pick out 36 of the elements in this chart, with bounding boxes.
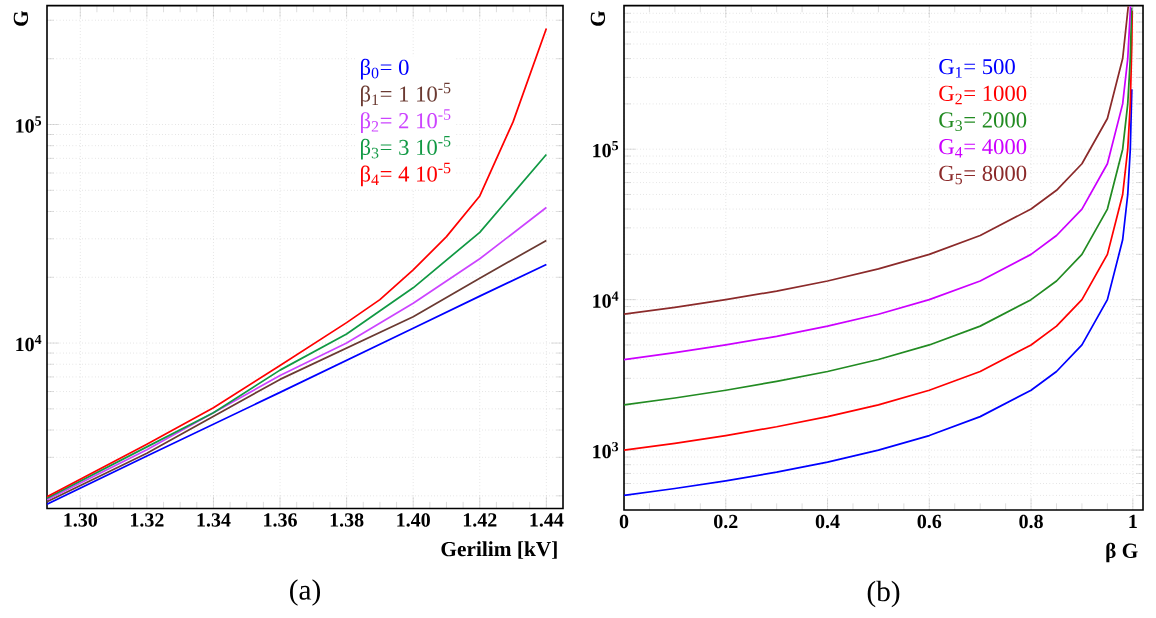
x-tick-label: 1 xyxy=(1129,514,1137,528)
x-tick-label: 1.40 xyxy=(397,513,430,527)
y-tick-label: 10$^{3}$ xyxy=(593,441,619,459)
x-tick-label: 0.6 xyxy=(917,514,942,529)
line-series xyxy=(47,27,548,498)
text: β$_{3}$= 3 10$^{-5}$ xyxy=(361,136,451,160)
y-tick-label: 10$^{5}$ xyxy=(16,116,42,133)
text: β$_{2}$= 2 10$^{-5}$ xyxy=(361,109,451,133)
x-tick-label: 1.30 xyxy=(64,513,98,527)
y-axis-title: G xyxy=(13,10,29,26)
x-axis-title: β G xyxy=(1106,542,1138,563)
y-axis-title: G xyxy=(590,10,606,26)
x-tick-label: 0.2 xyxy=(714,514,738,529)
x-tick-label: 1.34 xyxy=(197,513,231,527)
text: G$_{3}$= 2000 xyxy=(939,112,1027,131)
x-tick-label: 0.8 xyxy=(1019,514,1043,529)
y-tick-label: 10$^{4}$ xyxy=(593,291,619,308)
text: (b) xyxy=(867,580,900,608)
y-tick-label: 10$^{4}$ xyxy=(16,334,42,352)
x-axis-title: Gerilim [kV] xyxy=(441,541,557,559)
series-label: G$_{5}$= 8000 xyxy=(939,165,1027,185)
text: G$_{2}$= 1000 xyxy=(939,85,1027,105)
x-tick-label: 1.32 xyxy=(130,513,164,527)
x-tick-label: 1.38 xyxy=(330,513,364,527)
text: β$_{1}$= 1 10$^{-5}$ xyxy=(361,82,451,107)
y-tick-label: 10$^{5}$ xyxy=(593,141,619,158)
text: (a) xyxy=(290,579,321,606)
series-label: β$_{4}$= 4 10$^{-5}$ xyxy=(361,162,451,187)
x-tick-label: 0 xyxy=(619,514,629,529)
text: G$_{4}$= 4000 xyxy=(939,138,1027,158)
x-tick-label: 1.42 xyxy=(463,513,497,527)
text: β$_{0}$= 0 xyxy=(361,58,409,80)
text: G$_{1}$= 500 xyxy=(939,58,1015,78)
x-tick-label: 1.44 xyxy=(530,513,564,527)
x-tick-label: 0.4 xyxy=(815,514,840,529)
x-tick-label: 1.36 xyxy=(264,513,297,527)
